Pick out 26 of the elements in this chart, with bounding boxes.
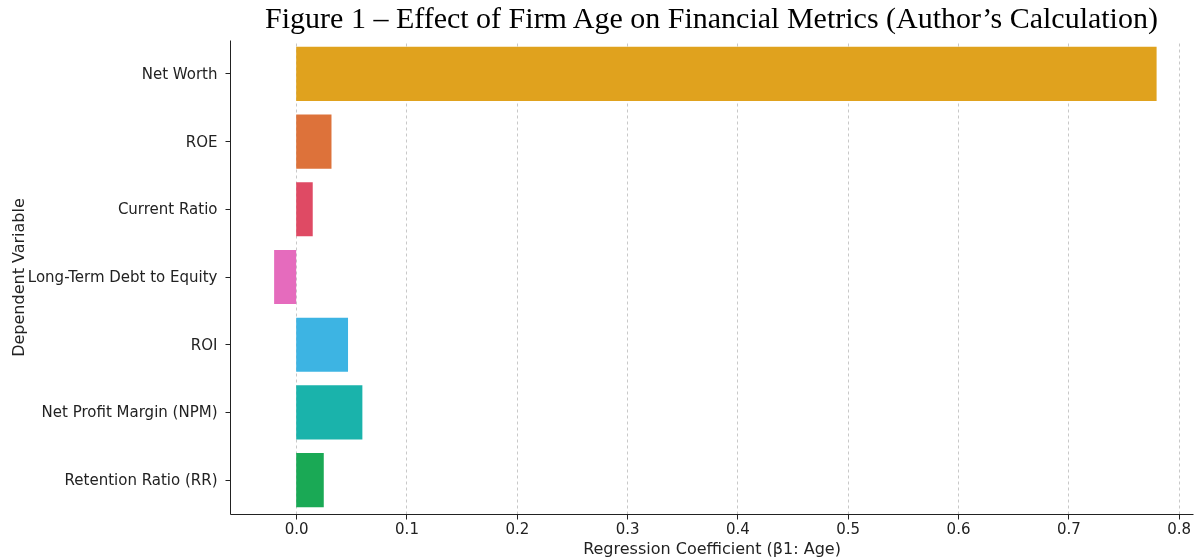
bar bbox=[296, 453, 324, 508]
bar bbox=[296, 182, 313, 237]
x-tick-label: 0.5 bbox=[836, 519, 861, 538]
x-tick-label: 0.8 bbox=[1167, 519, 1192, 538]
y-tick-label: ROE bbox=[185, 132, 218, 151]
bar bbox=[296, 114, 332, 169]
x-tick-label: 0.6 bbox=[946, 519, 971, 538]
x-tick-label: 0.2 bbox=[505, 519, 530, 538]
chart-title: Figure 1 – Effect of Firm Age on Financial Metrics (Author’s Calculation) bbox=[265, 1, 1158, 35]
x-tick-label: 0.7 bbox=[1056, 519, 1081, 538]
bar bbox=[296, 46, 1157, 101]
bar bbox=[296, 317, 349, 372]
x-tick-label: 0.4 bbox=[725, 519, 750, 538]
x-tick-label: 0.3 bbox=[615, 519, 640, 538]
x-axis-title: Regression Coefficient (β1: Age) bbox=[583, 538, 841, 558]
y-tick-label: Long-Term Debt to Equity bbox=[27, 268, 218, 286]
y-tick-label: Current Ratio bbox=[117, 200, 218, 219]
x-tick-label: 0.1 bbox=[395, 519, 419, 538]
bar bbox=[296, 385, 363, 440]
x-tick-label: 0.0 bbox=[284, 519, 309, 538]
y-tick-label: Net Profit Margin (NPM) bbox=[41, 403, 218, 422]
y-tick-label: ROI bbox=[190, 335, 218, 354]
y-axis-title: Dependent Variable bbox=[8, 198, 28, 357]
y-tick-label: Net Worth bbox=[141, 64, 218, 83]
y-tick-label: Retention Ratio (RR) bbox=[64, 471, 218, 490]
bar bbox=[274, 249, 297, 305]
